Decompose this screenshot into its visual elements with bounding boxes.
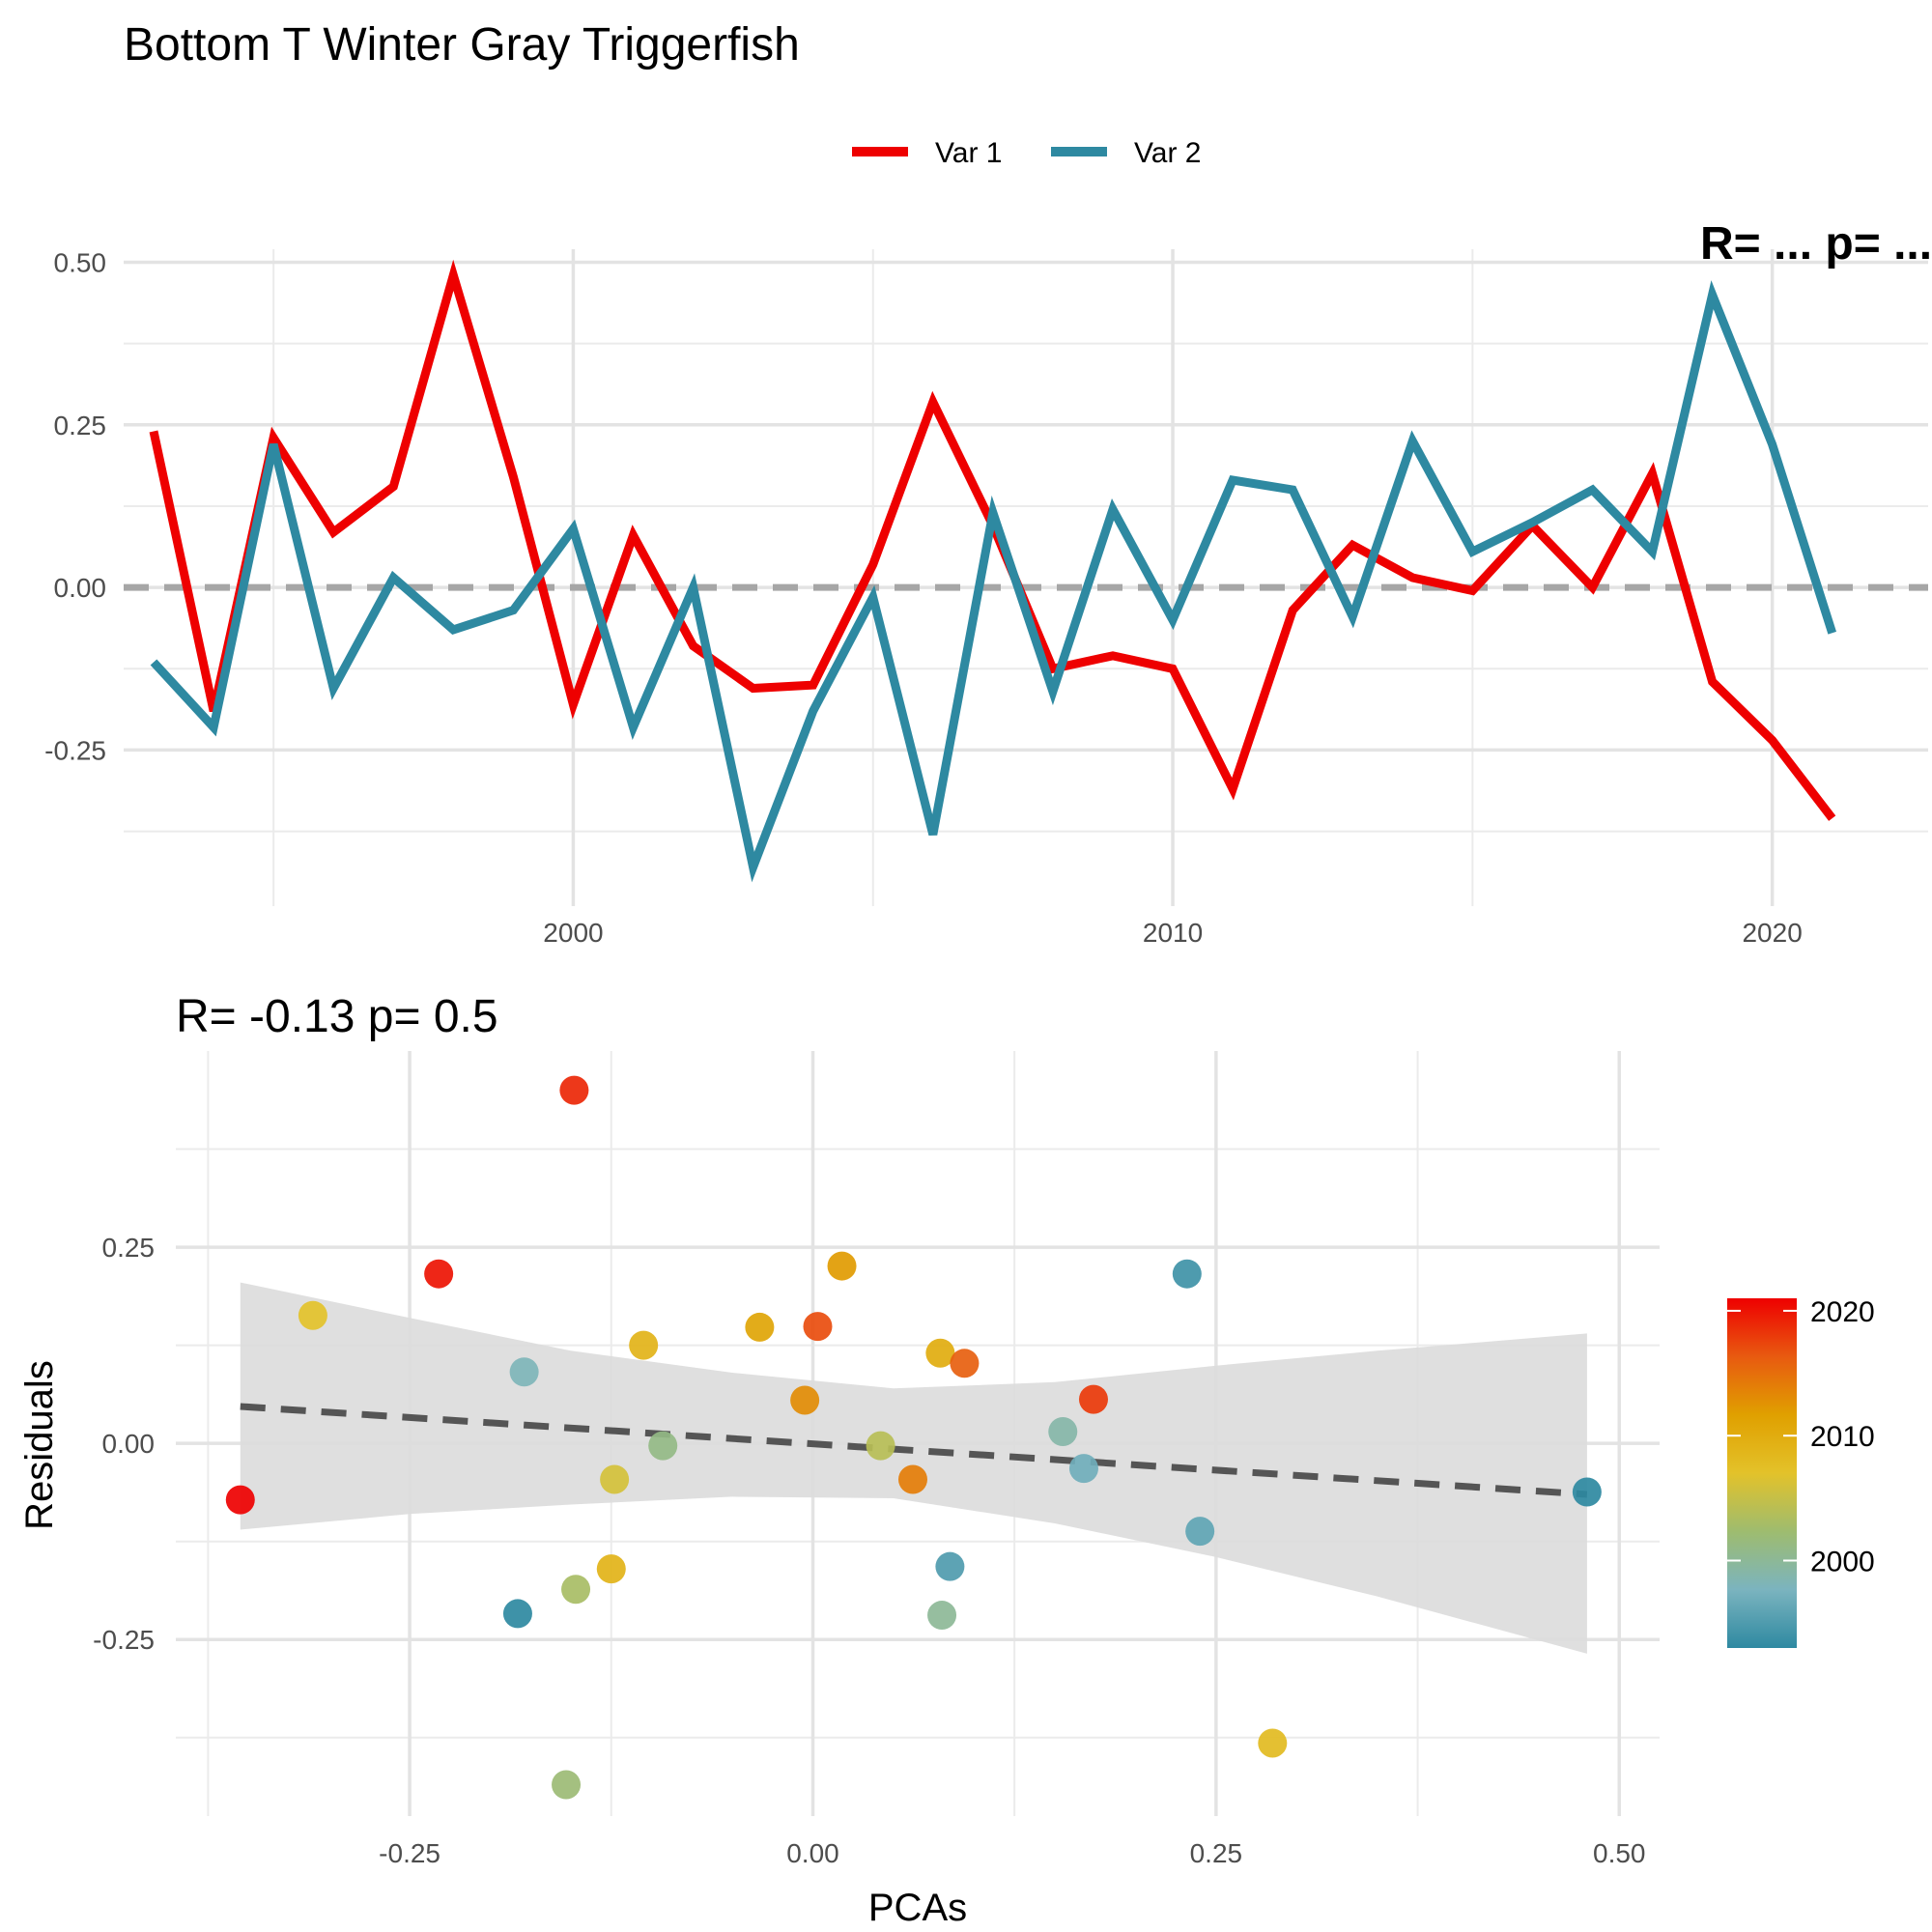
scatter-chart-panel: R= -0.13 p= 0.5 0.250.00-0.25-0.25 0.00 0.…: [18, 991, 1875, 1929]
x-tick-label: 0.00: [786, 1838, 839, 1868]
scatter-point: [600, 1464, 630, 1494]
scatter-points: [225, 1075, 1602, 1800]
scatter-point: [629, 1330, 659, 1360]
colorbar-tick-label: 2000: [1810, 1547, 1875, 1578]
scatter-point: [1048, 1416, 1078, 1446]
legend-label: Var 1: [935, 137, 1002, 169]
scatter-point: [1068, 1454, 1098, 1484]
scatter-point: [897, 1464, 927, 1494]
scatter-point: [648, 1431, 678, 1461]
scatter-point: [1185, 1517, 1215, 1547]
x-tick-label: 2000: [543, 918, 603, 948]
regression-line: [240, 1403, 1588, 1498]
legend: Var 1 Var 2: [852, 137, 1201, 169]
scatter-axes: 0.25 0.00 -0.25 -0.25 0.00 0.25 0.50: [93, 1233, 1645, 1868]
scatter-point: [745, 1312, 775, 1342]
y-tick-label: 0.00: [102, 1429, 156, 1459]
scatter-point: [866, 1431, 895, 1461]
figure-title: Bottom T Winter Gray Triggerfish: [124, 19, 800, 71]
scatter-point: [502, 1599, 532, 1629]
legend-label: Var 2: [1134, 137, 1201, 169]
scatter-point: [298, 1300, 327, 1330]
scatter-point: [559, 1075, 589, 1105]
series-line-var-2: [150, 280, 1836, 883]
scatter-title: R= -0.13 p= 0.5: [176, 991, 498, 1042]
x-tick-label: 2010: [1143, 918, 1203, 948]
y-tick-label: 0.25: [102, 1233, 156, 1263]
colorbar-tick-label: 2020: [1810, 1296, 1875, 1328]
y-tick-label: 0.50: [54, 247, 107, 277]
scatter-point: [1258, 1728, 1288, 1758]
regression-dashed-line: [240, 1403, 1588, 1498]
scatter-point: [225, 1485, 255, 1515]
y-tick-label: -0.25: [93, 1625, 155, 1655]
scatter-point: [424, 1259, 454, 1289]
scatter-point: [1078, 1384, 1108, 1414]
x-axis-title: PCAs: [868, 1887, 967, 1929]
line-chart-axes: 0.50 0.25 0.00 -0.25 2000 2010 2020: [44, 247, 1803, 948]
line-chart-grid: [124, 249, 1928, 906]
x-tick-label: 2020: [1742, 918, 1802, 948]
scatter-point: [790, 1385, 820, 1415]
x-tick-label: -0.25: [379, 1838, 440, 1868]
colorbar: 2000 2010 2020: [1727, 1296, 1875, 1648]
scatter-point: [1172, 1259, 1202, 1289]
colorbar-gradient: [1727, 1298, 1797, 1648]
line-chart-panel: 0.50 0.25 0.00 -0.25 2000 2010 2020 R= ... p= …: [44, 218, 1932, 948]
clipped-annotation: R= ... p= ...: [1700, 218, 1932, 270]
series-line-var-1: [149, 259, 1836, 821]
y-tick-label: 0.00: [54, 573, 107, 603]
x-tick-label: 0.50: [1593, 1838, 1646, 1868]
scatter-point: [950, 1349, 980, 1378]
y-axis-title: Residuals: [18, 1360, 61, 1530]
scatter-point: [1572, 1477, 1602, 1507]
scatter-point: [927, 1601, 957, 1631]
scatter-point: [925, 1338, 955, 1368]
scatter-point: [596, 1554, 626, 1584]
x-tick-label: 0.25: [1190, 1838, 1243, 1868]
y-tick-label: 0.25: [54, 411, 107, 440]
line-chart-series: [149, 259, 1836, 883]
scatter-point: [561, 1575, 591, 1605]
scatter-point: [552, 1770, 582, 1800]
y-tick-label: -0.25: [44, 735, 106, 765]
scatter-point: [935, 1551, 965, 1581]
colorbar-tick-label: 2010: [1810, 1421, 1875, 1453]
scatter-point: [803, 1312, 833, 1342]
scatter-point: [509, 1357, 539, 1387]
scatter-point: [827, 1251, 857, 1281]
